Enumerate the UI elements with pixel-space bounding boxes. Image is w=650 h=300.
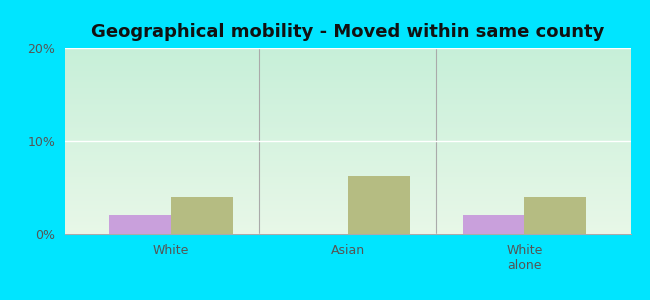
Title: Geographical mobility - Moved within same county: Geographical mobility - Moved within sam…	[91, 23, 604, 41]
Bar	[109, 215, 171, 234]
Bar	[463, 215, 525, 234]
Bar	[348, 176, 410, 234]
Bar	[171, 197, 233, 234]
Bar	[525, 197, 586, 234]
